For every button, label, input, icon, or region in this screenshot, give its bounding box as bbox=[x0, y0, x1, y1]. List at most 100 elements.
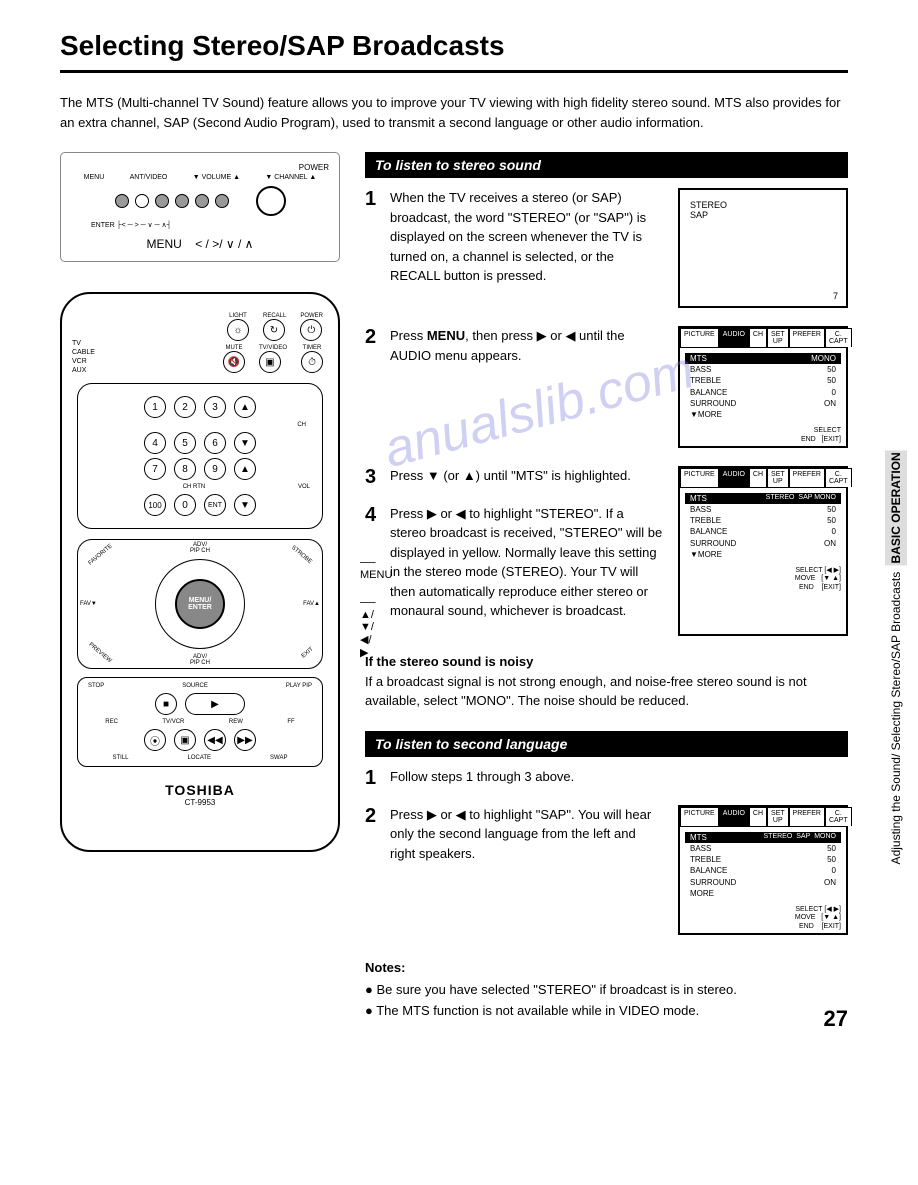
row-balance: BALANCE bbox=[690, 387, 727, 398]
adv-label-top: ADV/ PIP CH bbox=[190, 542, 210, 554]
model-label: CT-9953 bbox=[77, 798, 323, 807]
row-bass-3: BASS bbox=[690, 843, 711, 854]
enter-arrows-label: ENTER ├< ─ > ─ ∨ ─ ∧┤ bbox=[71, 221, 329, 229]
tab-ch: CH bbox=[749, 328, 767, 347]
stop-label: STOP bbox=[88, 683, 104, 689]
vol-down-small bbox=[155, 194, 169, 208]
recall-btn: ↻ bbox=[263, 319, 285, 341]
callout-menu: ── MENU bbox=[360, 557, 392, 581]
row-treble: TREBLE bbox=[690, 375, 721, 386]
ent-btn: ENT bbox=[204, 494, 226, 516]
tab-ch-3: CH bbox=[749, 807, 767, 826]
vol-up-small bbox=[175, 194, 189, 208]
rec-label: REC bbox=[105, 719, 118, 725]
screen-footer-1: SELECT END [EXIT] bbox=[680, 425, 846, 446]
screen-stereo-sap: STEREO SAP 7 bbox=[678, 188, 848, 308]
tab-prefer: PREFER bbox=[789, 328, 825, 347]
menu-small-label: MENU bbox=[84, 174, 105, 181]
source-label: SOURCE bbox=[182, 683, 208, 689]
tab-picture-2: PICTURE bbox=[680, 468, 719, 487]
ant-label: ANT/VIDEO bbox=[130, 174, 168, 181]
tab-picture: PICTURE bbox=[680, 328, 719, 347]
step2-1-text: Follow steps 1 through 3 above. bbox=[390, 767, 848, 790]
val-surround-3: ON bbox=[824, 877, 836, 888]
exit-label: EXIT bbox=[300, 646, 314, 659]
num-4: 4 bbox=[144, 432, 166, 454]
row-more-2: ▼MORE bbox=[690, 549, 722, 560]
notes-heading: Notes: bbox=[365, 960, 848, 975]
tvvcr-label: TV/VCR bbox=[162, 719, 184, 725]
ch-down: ▼ bbox=[234, 432, 256, 454]
tab-picture-3: PICTURE bbox=[680, 807, 719, 826]
row-mts-2: MTS bbox=[690, 493, 707, 504]
val-balance: 0 bbox=[832, 387, 836, 398]
step-3-text: Press ▼ (or ▲) until "MTS" is highlighte… bbox=[390, 466, 663, 489]
val-bass-2: 50 bbox=[827, 504, 836, 515]
num-8: 8 bbox=[174, 458, 196, 480]
screen1-line2: SAP bbox=[690, 210, 836, 220]
vol-down: ▼ bbox=[234, 494, 256, 516]
tvvideo-btn: ▣ bbox=[259, 351, 281, 373]
row-mts: MTS bbox=[690, 353, 707, 364]
ff-label: FF bbox=[287, 719, 294, 725]
section2-heading: To listen to second language bbox=[365, 731, 848, 757]
noisy-heading: If the stereo sound is noisy bbox=[365, 654, 848, 669]
screen-audio-menu-1: PICTURE AUDIO CH SET UP PREFER C. CAPT M… bbox=[678, 326, 848, 448]
timer-btn: ⏱ bbox=[301, 351, 323, 373]
step2-2-num: 2 bbox=[365, 805, 380, 864]
tab-ccapt: C. CAPT bbox=[825, 328, 852, 347]
power-label: POWER bbox=[71, 163, 329, 172]
callout-arrows: ── ▲/▼/◀/▶ bbox=[360, 597, 376, 659]
ch-up: ▲ bbox=[234, 396, 256, 418]
val-bass: 50 bbox=[827, 364, 836, 375]
play-btn: ▶ bbox=[185, 693, 245, 715]
mute-btn: 🔇 bbox=[223, 351, 245, 373]
num-9: 9 bbox=[204, 458, 226, 480]
menu-arrow-callout: MENU < / >/ ∨ / ∧ bbox=[71, 237, 329, 251]
row-more: ▼MORE bbox=[690, 409, 722, 420]
vol-label: ▼ VOLUME ▲ bbox=[193, 174, 240, 181]
screen-footer-2: SELECT [◀ ▶] MOVE [▼ ▲] END [EXIT] bbox=[680, 565, 846, 594]
row-balance-2: BALANCE bbox=[690, 526, 727, 537]
row-treble-2: TREBLE bbox=[690, 515, 721, 526]
num-100: 100 bbox=[144, 494, 166, 516]
num-5: 5 bbox=[174, 432, 196, 454]
ch-col-label: CH bbox=[86, 422, 306, 428]
note-2: The MTS function is not available while … bbox=[365, 1001, 848, 1022]
strobe-label: STROBE bbox=[290, 545, 313, 565]
timer-label: TIMER bbox=[301, 345, 323, 351]
tab-prefer-2: PREFER bbox=[789, 468, 825, 487]
step2-2-text: Press ▶ or ◀ to highlight "SAP". You wil… bbox=[390, 805, 663, 864]
tab-ccapt-2: C. CAPT bbox=[825, 468, 852, 487]
val-balance-3: 0 bbox=[832, 865, 836, 876]
power-btn-small bbox=[256, 186, 286, 216]
tvvideo-label: TV/VIDEO bbox=[259, 345, 287, 351]
row-treble-3: TREBLE bbox=[690, 854, 721, 865]
screen-audio-menu-2: PICTURE AUDIO CH SET UP PREFER C. CAPT M… bbox=[678, 466, 848, 636]
adv-label-bottom: ADV/ PIP CH bbox=[190, 654, 210, 666]
step-3-num: 3 bbox=[365, 466, 380, 489]
num-6: 6 bbox=[204, 432, 226, 454]
val-mono: MONO bbox=[811, 353, 836, 364]
power-btn: ⏻ bbox=[300, 319, 322, 341]
page-title: Selecting Stereo/SAP Broadcasts bbox=[60, 30, 848, 73]
row-bass: BASS bbox=[690, 364, 711, 375]
step-2-text: Press MENU, then press ▶ or ◀ until the … bbox=[390, 326, 663, 365]
notes-section: Notes: Be sure you have selected "STEREO… bbox=[365, 960, 848, 1022]
ch-down-small bbox=[195, 194, 209, 208]
step2-1-num: 1 bbox=[365, 767, 380, 790]
row-surround-2: SURROUND bbox=[690, 538, 736, 549]
tab-setup-3: SET UP bbox=[767, 807, 789, 826]
swap-label: SWAP bbox=[270, 755, 287, 761]
ant-btn-small bbox=[135, 194, 149, 208]
row-surround: SURROUND bbox=[690, 398, 736, 409]
row-surround-3: SURROUND bbox=[690, 877, 736, 888]
still-label: STILL bbox=[112, 755, 128, 761]
val-treble-2: 50 bbox=[827, 515, 836, 526]
step-4-text: Press ▶ or ◀ to highlight "STEREO". If a… bbox=[390, 504, 663, 621]
side-label: Adjusting the Sound/ Selecting Stereo/SA… bbox=[889, 450, 903, 864]
screen1-corner: 7 bbox=[833, 291, 838, 301]
ch-label: ▼ CHANNEL ▲ bbox=[265, 174, 316, 181]
noisy-text: If a broadcast signal is not strong enou… bbox=[365, 672, 848, 711]
menu-btn-small bbox=[115, 194, 129, 208]
